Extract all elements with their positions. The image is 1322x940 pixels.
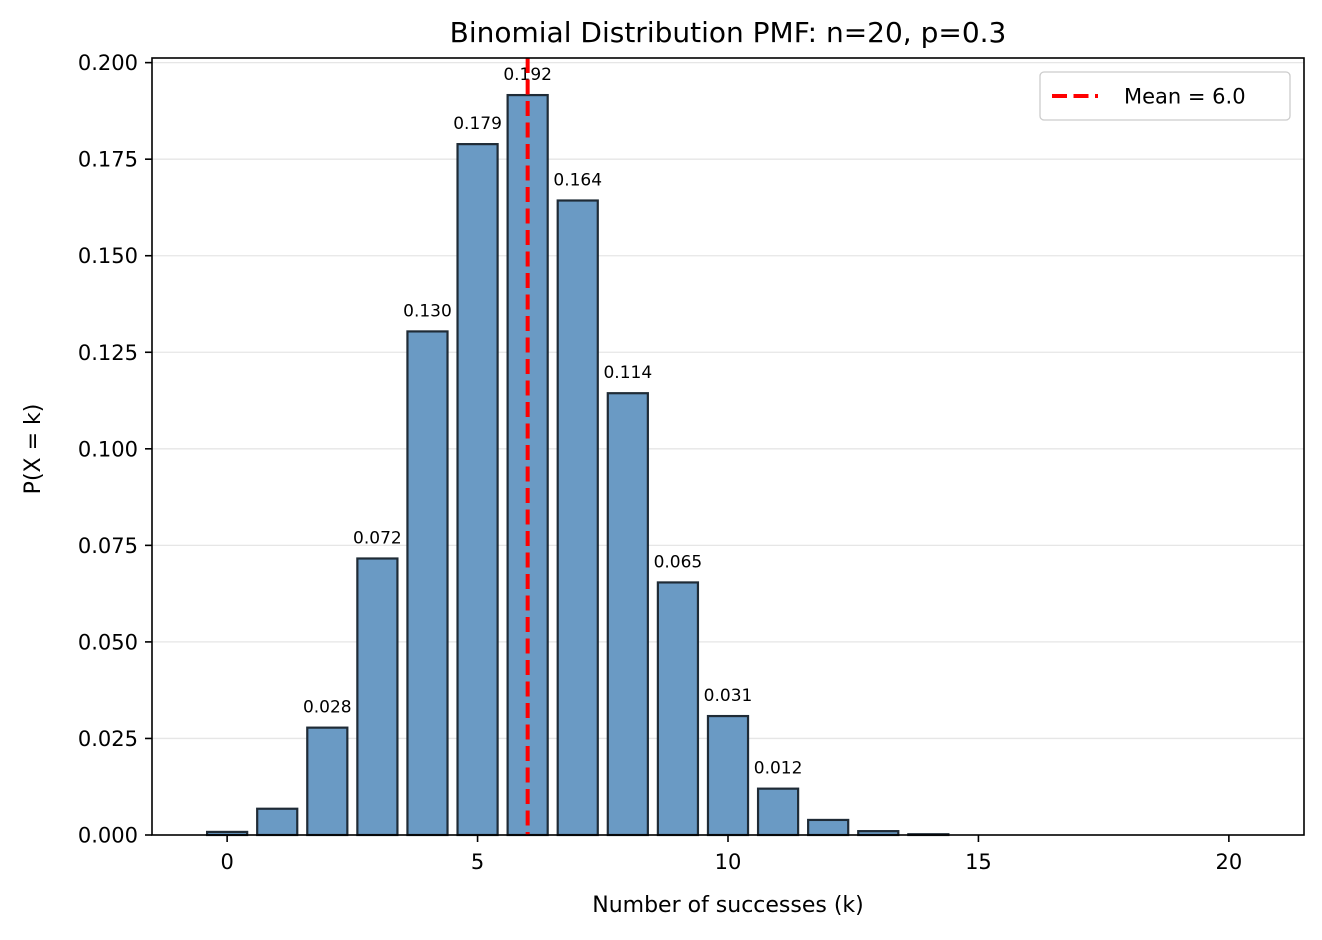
bar-k-10: [706, 714, 750, 837]
y-axis-label: P(X = k): [21, 404, 46, 495]
bar-k-3: [356, 557, 399, 837]
data-label-k-9: 0.065: [654, 552, 703, 572]
bar-k-8: [606, 392, 649, 837]
x-tick-label: 10: [715, 850, 742, 874]
bar-k-12: [807, 818, 850, 837]
y-tick-label: 0.050: [78, 630, 138, 654]
x-tick-label: 0: [220, 850, 233, 874]
legend: Mean = 6.0: [1039, 71, 1291, 121]
data-label-k-8: 0.114: [603, 363, 652, 383]
data-label-k-2: 0.028: [303, 698, 352, 718]
x-tick-label: 20: [1216, 850, 1243, 874]
x-tick-label: 5: [471, 850, 484, 874]
x-axis-label: Number of successes (k): [592, 893, 864, 918]
x-tick-label: 15: [965, 850, 992, 874]
y-tick-label: 0.100: [78, 437, 138, 461]
legend-label-mean: Mean = 6.0: [1124, 85, 1246, 109]
bar-k-7: [556, 199, 599, 837]
bar-k-2: [306, 726, 349, 837]
y-tick-label: 0.075: [78, 534, 138, 558]
y-tick-label: 0.175: [78, 148, 138, 172]
data-label-k-7: 0.164: [553, 171, 602, 191]
y-tick-label: 0.125: [78, 341, 138, 365]
y-tick-label: 0.150: [78, 244, 138, 268]
bar-k-4: [406, 330, 449, 837]
data-label-k-4: 0.130: [403, 301, 452, 321]
chart-title: Binomial Distribution PMF: n=20, p=0.3: [450, 16, 1007, 49]
bar-k-6: [506, 93, 549, 837]
y-tick-label: 0.200: [78, 51, 138, 75]
data-label-k-10: 0.031: [704, 686, 753, 706]
y-tick-label: 0.000: [78, 824, 138, 848]
data-label-k-3: 0.072: [353, 528, 402, 548]
bar-k-1: [256, 807, 299, 837]
bar-k-11: [756, 787, 800, 837]
y-tick-label: 0.025: [78, 727, 138, 751]
data-label-k-11: 0.012: [754, 759, 803, 779]
bars: [205, 93, 950, 837]
axes: 0 5 10 15 20 0.000 0.025 0.050 0.075 0.100 0.125 0.…: [78, 51, 1305, 874]
legend-box: [1039, 71, 1291, 121]
bar-k-5: [456, 143, 499, 837]
data-label-k-6: 0.192: [503, 65, 552, 85]
data-label-k-5: 0.179: [453, 114, 502, 134]
data-labels: 0.028 0.072 0.130 0.179 0.192 0.164 0.114 0.065…: [303, 65, 802, 779]
bar-k-9: [656, 581, 700, 837]
